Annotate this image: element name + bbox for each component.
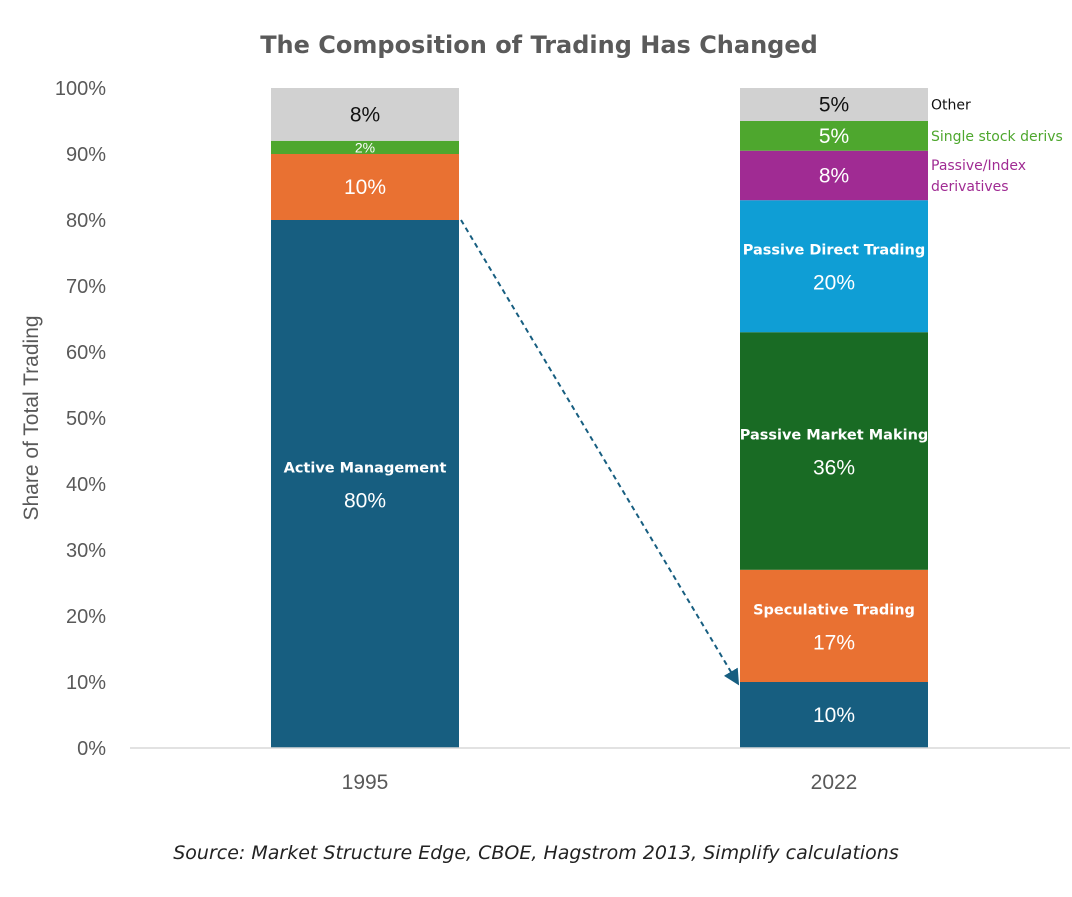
y-tick-label: 20% [66,606,106,628]
segment-value-label: 5% [819,125,849,148]
bar-segment-2022-other [740,88,928,121]
x-axis-ticks: 1995 2022 [342,771,858,794]
segment-value-label: 36% [813,457,855,480]
x-tick-label: 1995 [342,771,389,794]
y-axis-label: Share of Total Trading [20,315,43,520]
y-axis-ticks: 0% 10% 20% 30% 40% 50% 60% 70% 80% 90% 100% [55,78,106,760]
dashed-arrow [460,219,740,686]
bar-segment-2022-speculative-trading [740,569,928,682]
bar-segment-2022-passive-market-making [740,332,928,570]
y-tick-label: 90% [66,144,106,166]
segment-name-label: Passive Direct Trading [743,243,925,259]
segment-value-label: 8% [819,164,849,187]
bar-segment-1995-single-stock-derivs [271,140,459,154]
segment-value-label: 5% [819,94,849,117]
segment-value-label: 10% [813,704,855,727]
y-tick-label: 50% [66,408,106,430]
y-tick-label: 0% [77,738,106,760]
bar-segment-2022-single-stock-derivs [740,121,928,151]
legend-label: Other [931,98,971,114]
bars: Active Management 80% 10% 2% 8% 10% Speculativ… [271,88,928,748]
segment-name-label: Active Management [284,461,447,477]
source-note: Source: Market Structure Edge, CBOE, Hag… [173,842,899,864]
y-tick-label: 60% [66,342,106,364]
stacked-bar-chart: The Composition of Trading Has Changed S… [20,31,1070,794]
annotations [460,219,740,686]
legend-label: Single stock derivs [931,129,1063,145]
chart-title: The Composition of Trading Has Changed [260,31,818,59]
segment-value-label: 80% [344,490,386,513]
bar-segment-2022-passive-direct-trading [740,200,928,333]
bar-segment-1995-active-management [271,220,459,748]
segment-value-label: 2% [355,139,375,155]
bar-segment-2022-passive-index-derivatives [740,150,928,201]
y-tick-label: 80% [66,210,106,232]
segment-value-label: 8% [350,103,380,126]
segment-value-label: 17% [813,631,855,654]
bar-segment-1995-other [271,88,459,141]
legend-label: Passive/Index [931,158,1026,174]
bar-segment-2022-active-management [740,682,928,748]
y-tick-label: 40% [66,474,106,496]
x-tick-label: 2022 [811,771,858,794]
segment-value-label: 10% [344,176,386,199]
bar-segment-1995-speculative-trading [271,154,459,220]
segment-value-label: 20% [813,272,855,295]
y-tick-label: 100% [55,78,106,100]
legend-label: derivatives [931,179,1009,195]
y-tick-label: 10% [66,672,106,694]
segment-name-label: Speculative Trading [753,602,915,618]
legend: Other Single stock derivs Passive/Index der… [931,98,1063,195]
y-tick-label: 30% [66,540,106,562]
segment-name-label: Passive Market Making [740,428,929,444]
y-tick-label: 70% [66,276,106,298]
